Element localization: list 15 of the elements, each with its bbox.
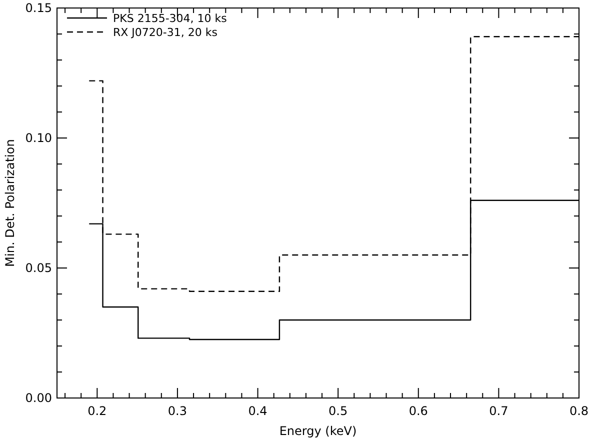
y-tick-label: 0.05 — [25, 261, 52, 275]
x-tick-label: 0.3 — [168, 404, 188, 418]
legend-label: RX J0720-31, 20 ks — [113, 26, 218, 39]
y-tick-label: 0.00 — [25, 391, 52, 405]
x-tick-label: 0.5 — [328, 404, 348, 418]
x-tick-label: 0.7 — [489, 404, 508, 418]
x-axis-title: Energy (keV) — [279, 424, 357, 438]
y-tick-label: 0.10 — [25, 131, 52, 145]
y-axis-title: Min. Det. Polarization — [3, 139, 17, 267]
x-tick-label: 0.8 — [569, 404, 589, 418]
x-tick-label: 0.6 — [408, 404, 428, 418]
legend-label: PKS 2155-304, 10 ks — [113, 12, 228, 25]
y-tick-label: 0.15 — [25, 1, 52, 15]
x-tick-label: 0.2 — [88, 404, 107, 418]
x-tick-label: 0.4 — [248, 404, 268, 418]
